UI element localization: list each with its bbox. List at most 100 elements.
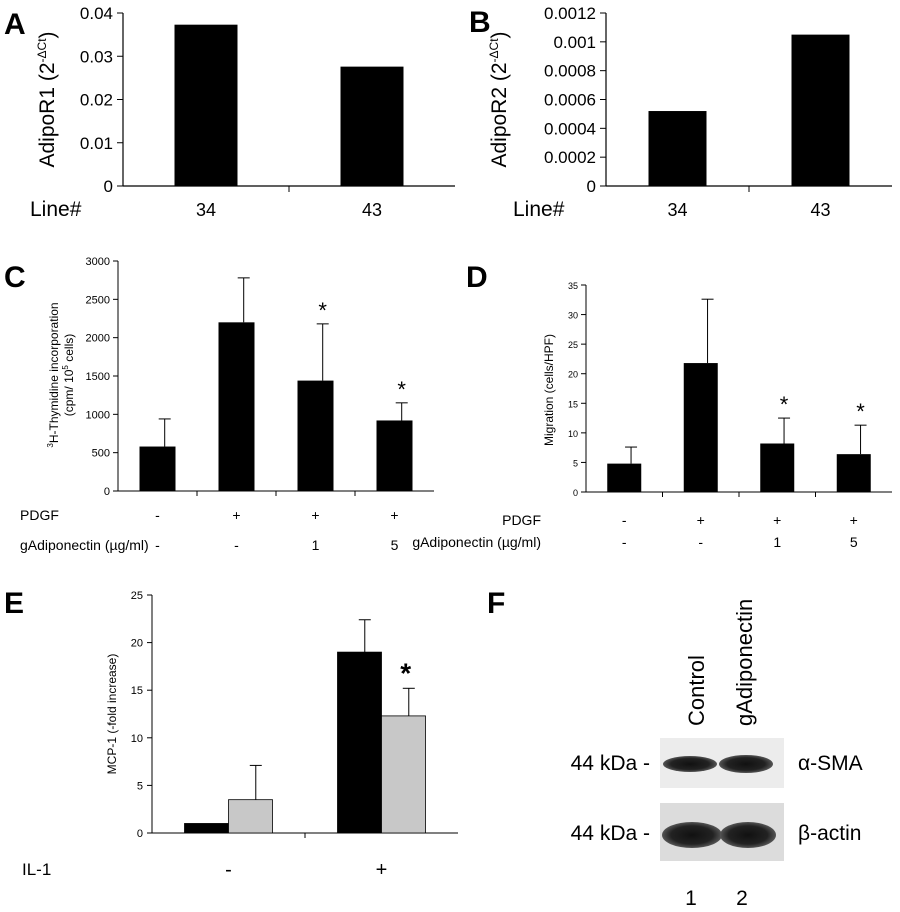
x-tick-label: 34	[196, 200, 216, 220]
y-axis-title: MCP-1 (-fold increase)	[105, 654, 119, 775]
condition-value: 5	[391, 537, 399, 553]
y-tick-label: 5	[137, 780, 143, 792]
y-tick-label: 0.0006	[544, 91, 596, 110]
protein-label-beta-actin: β-actin	[798, 822, 861, 845]
chart-panel-c: 0 500 1000 1500 2000 2500 3000 * * PDGF - + + + gAdipo…	[20, 256, 434, 553]
y-tick-label: 0.0012	[544, 4, 596, 23]
y-tick-label: 0.02	[80, 91, 113, 110]
y-axis-title-line-1: 3H-Thymidine incorporation	[46, 302, 61, 447]
y-axis-title-superscript: -ΔCt	[487, 38, 501, 63]
y-tick-label: 10	[131, 733, 143, 745]
condition-value: -	[155, 507, 160, 523]
y-axis-title: AdipoR1 (2-ΔCt)	[35, 31, 59, 167]
bar-4	[376, 420, 413, 491]
y-tick-label: 1500	[86, 371, 110, 383]
y-tick-label: 5	[573, 458, 578, 468]
chart-panel-a: 0 0.01 0.02 0.03 0.04 34 43 Line# AdipoR1 (2-ΔCt…	[30, 4, 455, 221]
condition-value: +	[232, 507, 240, 523]
y-tick-label: 0	[573, 488, 578, 498]
bar-34	[174, 24, 238, 186]
condition-value: 5	[850, 534, 858, 550]
y-tick-label: 500	[92, 448, 110, 460]
bar-2	[218, 322, 255, 491]
bar-3	[760, 443, 795, 492]
x-tick-label: 34	[667, 200, 687, 220]
condition-row-label: gAdiponectin (µg/ml)	[20, 537, 149, 553]
panel-letter-c: C	[4, 261, 26, 294]
bar-43	[340, 66, 404, 186]
x-axis-title: Line#	[30, 198, 82, 221]
y-tick-label: 10	[568, 429, 578, 439]
y-tick-label: 0.0008	[544, 62, 596, 81]
condition-value: +	[311, 507, 319, 523]
significance-marker: *	[318, 298, 327, 323]
y-tick-label: 0.03	[80, 47, 113, 66]
y-tick-label: 0.04	[80, 4, 113, 23]
y-axis-title-close: )	[488, 31, 511, 38]
lane-header-gadiponectin: gAdiponectin	[732, 599, 757, 726]
y-tick-label: 15	[568, 399, 578, 409]
y-tick-label: 35	[568, 281, 578, 291]
significance-marker: *	[400, 657, 411, 688]
condition-value: -	[234, 537, 239, 553]
condition-value: +	[697, 512, 705, 528]
y-axis-title-text: H-Thymidine incorporation	[47, 302, 61, 443]
significance-marker: *	[780, 392, 789, 417]
significance-marker: *	[397, 377, 406, 402]
bar-1	[139, 446, 176, 491]
condition-row-label: gAdiponectin (µg/ml)	[412, 534, 541, 550]
condition-value: -	[155, 537, 160, 553]
band-beta-actin-lane-2	[720, 822, 776, 848]
y-tick-label: 3000	[86, 256, 110, 268]
bar-group-2-series-1	[337, 651, 382, 834]
lane-number-2: 2	[736, 887, 748, 910]
western-blot-panel: Control gAdiponectin 44 kDa - 44 kDa - α…	[571, 599, 863, 910]
y-tick-label: 25	[568, 340, 578, 350]
group-label: +	[376, 859, 388, 881]
condition-value: 1	[773, 534, 781, 550]
bar-group-1-series-1	[184, 823, 229, 834]
condition-value: +	[850, 512, 858, 528]
bar-group-1-series-2	[228, 799, 273, 834]
bar-2	[683, 363, 718, 492]
condition-value: +	[390, 507, 398, 523]
x-tick-label: 43	[810, 200, 830, 220]
y-tick-label: 0	[137, 828, 143, 840]
condition-value: -	[698, 534, 703, 550]
y-axis-title-superscript: 3	[46, 443, 55, 448]
condition-value: -	[622, 534, 627, 550]
y-tick-label: 30	[568, 311, 578, 321]
condition-value: 1	[312, 537, 320, 553]
bar-group-2-series-2	[381, 715, 426, 834]
x-axis-title: Line#	[513, 198, 565, 221]
bar-4	[836, 454, 871, 492]
y-axis-title-text: (cpm/ 10	[62, 369, 76, 416]
x-tick-label: 43	[362, 200, 382, 220]
y-tick-label: 0.001	[553, 33, 596, 52]
y-tick-label: 2000	[86, 333, 110, 345]
bar-3	[297, 380, 334, 491]
y-axis-title: Migration (cells/HPF)	[542, 334, 556, 446]
significance-marker: *	[856, 399, 865, 424]
condition-value: -	[622, 512, 627, 528]
y-tick-label: 15	[131, 685, 143, 697]
y-axis-title-line-2: (cpm/ 105 cells)	[61, 334, 76, 416]
condition-row-label: IL-1	[22, 860, 51, 879]
group-label: -	[225, 859, 232, 881]
bar-1	[607, 463, 642, 492]
y-tick-label: 0.0004	[544, 119, 596, 138]
band-beta-actin-lane-1	[662, 822, 722, 848]
y-axis-title-text: AdipoR2 (2	[488, 62, 511, 167]
mw-marker-beta-actin: 44 kDa -	[571, 822, 650, 845]
y-tick-label: 0	[104, 177, 113, 196]
y-tick-label: 0.0002	[544, 148, 596, 167]
y-axis-title-superscript: 5	[61, 365, 70, 370]
y-tick-label: 25	[131, 590, 143, 602]
bar-43	[791, 34, 850, 186]
y-tick-label: 0	[587, 177, 596, 196]
lane-number-1: 1	[685, 887, 697, 910]
chart-panel-b: 0 0.0002 0.0004 0.0006 0.0008 0.001 0.0012 34 43…	[487, 4, 892, 221]
condition-row-label: PDGF	[20, 507, 59, 523]
